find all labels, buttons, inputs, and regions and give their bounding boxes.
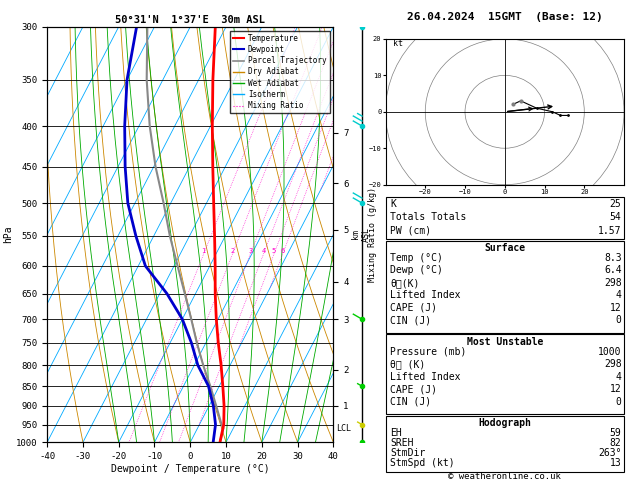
- Text: Temp (°C): Temp (°C): [391, 253, 443, 263]
- Text: 298: 298: [604, 278, 621, 288]
- FancyBboxPatch shape: [386, 416, 624, 472]
- Y-axis label: hPa: hPa: [3, 226, 13, 243]
- Text: PW (cm): PW (cm): [391, 226, 431, 236]
- Text: SREH: SREH: [391, 438, 414, 448]
- FancyBboxPatch shape: [386, 241, 624, 333]
- Text: 4: 4: [616, 290, 621, 300]
- Text: 1: 1: [201, 248, 206, 254]
- Text: Mixing Ratio (g/kg): Mixing Ratio (g/kg): [368, 187, 377, 282]
- FancyBboxPatch shape: [386, 197, 624, 239]
- Text: kt: kt: [394, 39, 403, 48]
- Text: CIN (J): CIN (J): [391, 397, 431, 407]
- Text: Most Unstable: Most Unstable: [467, 337, 543, 347]
- Text: Hodograph: Hodograph: [478, 418, 532, 428]
- Text: 263°: 263°: [598, 448, 621, 458]
- Text: 8.3: 8.3: [604, 253, 621, 263]
- Text: 82: 82: [610, 438, 621, 448]
- Text: 54: 54: [610, 212, 621, 223]
- Text: 12: 12: [610, 303, 621, 313]
- Text: CAPE (J): CAPE (J): [391, 303, 438, 313]
- Text: 2: 2: [230, 248, 235, 254]
- Text: 26.04.2024  15GMT  (Base: 12): 26.04.2024 15GMT (Base: 12): [407, 12, 603, 22]
- Text: Dewp (°C): Dewp (°C): [391, 265, 443, 275]
- Text: 3: 3: [248, 248, 252, 254]
- Text: StmDir: StmDir: [391, 448, 426, 458]
- Text: CIN (J): CIN (J): [391, 315, 431, 326]
- Text: Totals Totals: Totals Totals: [391, 212, 467, 223]
- Text: LCL: LCL: [337, 424, 351, 433]
- Text: 5: 5: [272, 248, 276, 254]
- Text: Lifted Index: Lifted Index: [391, 372, 461, 382]
- Text: Lifted Index: Lifted Index: [391, 290, 461, 300]
- FancyBboxPatch shape: [386, 334, 624, 414]
- Text: 59: 59: [610, 428, 621, 438]
- Text: 298: 298: [604, 359, 621, 369]
- Text: 4: 4: [616, 372, 621, 382]
- Text: Pressure (mb): Pressure (mb): [391, 347, 467, 357]
- Legend: Temperature, Dewpoint, Parcel Trajectory, Dry Adiabat, Wet Adiabat, Isotherm, Mi: Temperature, Dewpoint, Parcel Trajectory…: [230, 31, 330, 113]
- Text: © weatheronline.co.uk: © weatheronline.co.uk: [448, 472, 561, 481]
- Text: 13: 13: [610, 458, 621, 468]
- Text: 12: 12: [610, 384, 621, 394]
- Text: EH: EH: [391, 428, 402, 438]
- Text: CAPE (J): CAPE (J): [391, 384, 438, 394]
- Text: 1.57: 1.57: [598, 226, 621, 236]
- Text: 4: 4: [261, 248, 265, 254]
- Text: θᴇ (K): θᴇ (K): [391, 359, 426, 369]
- Text: Surface: Surface: [484, 243, 525, 253]
- Text: 0: 0: [616, 397, 621, 407]
- Text: 6: 6: [281, 248, 285, 254]
- Text: 0: 0: [616, 315, 621, 326]
- Text: 1000: 1000: [598, 347, 621, 357]
- Text: 6.4: 6.4: [604, 265, 621, 275]
- Text: K: K: [391, 199, 396, 209]
- Text: StmSpd (kt): StmSpd (kt): [391, 458, 455, 468]
- Text: θᴇ(K): θᴇ(K): [391, 278, 420, 288]
- Text: 25: 25: [610, 199, 621, 209]
- X-axis label: Dewpoint / Temperature (°C): Dewpoint / Temperature (°C): [111, 464, 270, 474]
- Y-axis label: km
ASL: km ASL: [351, 227, 370, 242]
- Title: 50°31'N  1°37'E  30m ASL: 50°31'N 1°37'E 30m ASL: [115, 15, 265, 25]
